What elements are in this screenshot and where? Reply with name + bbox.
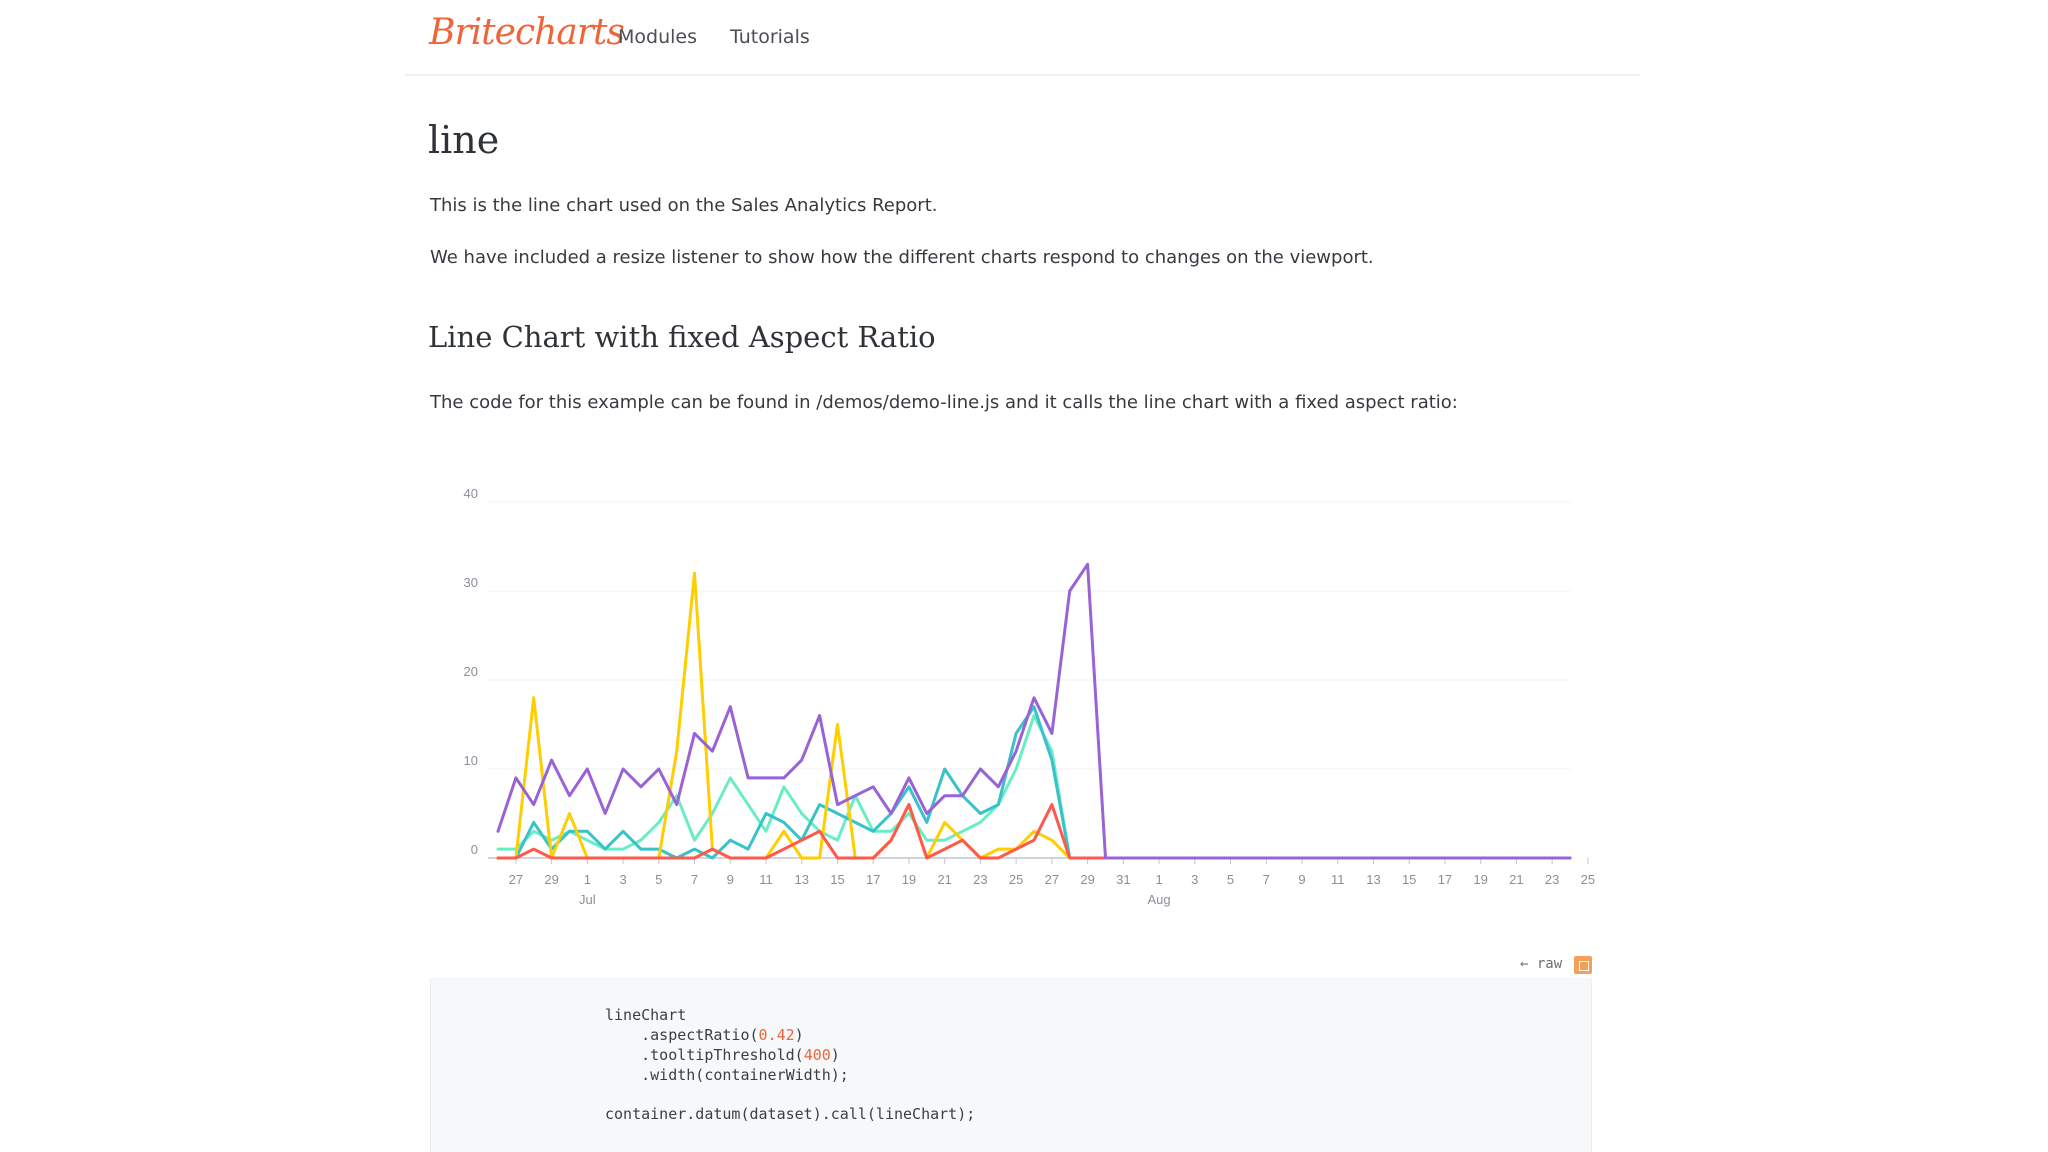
- x-tick-label: 21: [937, 872, 951, 887]
- x-tick-label: 7: [691, 872, 698, 887]
- code-text: ): [794, 1026, 804, 1044]
- code-text: lineChart: [605, 1006, 687, 1024]
- code-line: lineChart: [605, 1006, 686, 1024]
- x-tick-label: 25: [1009, 872, 1023, 887]
- code-number: 0.42: [758, 1026, 795, 1044]
- x-tick-label: 27: [509, 872, 523, 887]
- x-tick-label: 29: [544, 872, 558, 887]
- x-tick-label: 1: [1155, 872, 1162, 887]
- x-tick-label: 13: [794, 872, 808, 887]
- series-line: [496, 705, 1572, 860]
- section-title: Line Chart with fixed Aspect Ratio: [428, 320, 936, 354]
- code-number: 400: [803, 1046, 831, 1064]
- code-line: container.datum(dataset).call(lineChart)…: [605, 1105, 975, 1123]
- code-text: ): [830, 1046, 840, 1064]
- top-navigation: Britecharts Modules Tutorials: [405, 0, 1640, 76]
- code-block: lineChart .aspectRatio(0.42) .tooltipThr…: [430, 978, 1592, 1152]
- series-line: [496, 562, 1572, 860]
- code-line: .aspectRatio(0.42): [605, 1026, 804, 1044]
- x-tick-label: 19: [1473, 872, 1487, 887]
- x-tick-label: 5: [655, 872, 662, 887]
- series-line: [496, 714, 1572, 860]
- x-tick-label: 3: [1191, 872, 1198, 887]
- x-month-label: Jul: [579, 892, 596, 907]
- x-tick-label: 23: [973, 872, 987, 887]
- raw-file-icon[interactable]: [1574, 956, 1592, 974]
- x-tick-label: 7: [1263, 872, 1270, 887]
- x-tick-label: 27: [1045, 872, 1059, 887]
- x-month-label: Aug: [1147, 892, 1170, 907]
- x-tick-label: 31: [1116, 872, 1130, 887]
- nav-link-modules[interactable]: Modules: [618, 26, 697, 48]
- raw-link[interactable]: ← raw: [1520, 956, 1563, 972]
- resize-note-paragraph: We have included a resize listener to sh…: [430, 247, 1374, 268]
- x-tick-label: 13: [1366, 872, 1380, 887]
- y-tick-label: 30: [464, 575, 478, 590]
- intro-paragraph: This is the line chart used on the Sales…: [430, 195, 938, 216]
- page-title: line: [428, 118, 500, 162]
- x-tick-label: 17: [866, 872, 880, 887]
- x-tick-label: 9: [1298, 872, 1305, 887]
- section-description: The code for this example can be found i…: [430, 392, 1458, 413]
- x-tick-label: 15: [830, 872, 844, 887]
- code-text: container.datum(dataset).call(lineChart)…: [605, 1105, 976, 1123]
- x-tick-label: 23: [1545, 872, 1559, 887]
- x-tick-label: 11: [1331, 872, 1345, 887]
- x-tick-label: 17: [1438, 872, 1452, 887]
- x-tick-label: 15: [1402, 872, 1416, 887]
- y-tick-label: 40: [464, 486, 478, 501]
- y-tick-label: 20: [464, 664, 478, 679]
- line-chart-container[interactable]: 0 10 20 30 40 27 29 1 3 5 7 9 11 13 15 17 19 21 23 25 27 29 31…: [440, 470, 1600, 930]
- x-tick-label: 11: [759, 872, 773, 887]
- nav-link-tutorials[interactable]: Tutorials: [730, 26, 810, 48]
- x-tick-label: 29: [1080, 872, 1094, 887]
- y-tick-label: 10: [464, 753, 478, 768]
- y-tick-label: 0: [471, 842, 478, 857]
- x-tick-label: 21: [1509, 872, 1523, 887]
- code-text: .width(containerWidth);: [605, 1066, 849, 1084]
- x-tick-label: 1: [584, 872, 591, 887]
- x-tick-label: 3: [619, 872, 626, 887]
- x-tick-label: 19: [902, 872, 916, 887]
- x-tick-label: 9: [727, 872, 734, 887]
- britecharts-logo[interactable]: Britecharts: [429, 12, 625, 53]
- x-tick-label: 25: [1581, 872, 1595, 887]
- code-line: .tooltipThreshold(400): [605, 1046, 840, 1064]
- code-text: .tooltipThreshold(: [605, 1046, 804, 1064]
- x-tick-label: 5: [1227, 872, 1234, 887]
- code-line: .width(containerWidth);: [605, 1066, 849, 1084]
- code-text: .aspectRatio(: [605, 1026, 759, 1044]
